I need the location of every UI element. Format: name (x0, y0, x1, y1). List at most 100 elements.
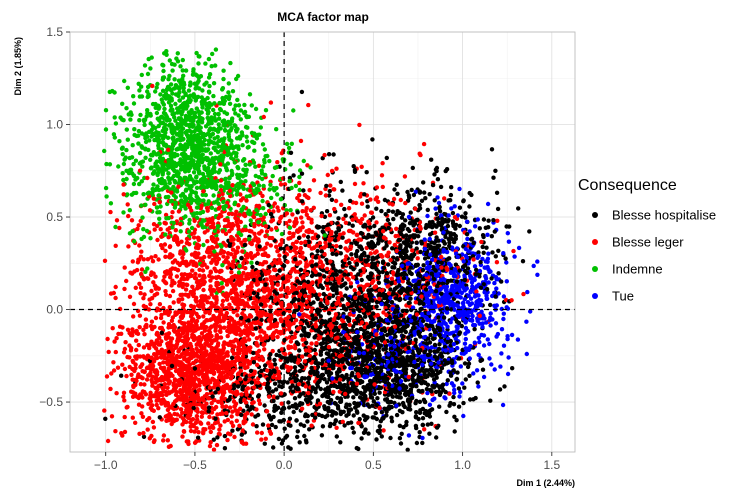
data-point (124, 373, 129, 379)
data-point (376, 280, 382, 285)
data-point (266, 423, 271, 428)
data-point (306, 215, 311, 221)
data-point (492, 229, 497, 234)
data-point (364, 170, 369, 175)
data-point (334, 166, 339, 171)
data-point (166, 77, 171, 82)
data-point (210, 51, 215, 57)
data-point (351, 430, 356, 435)
data-point (480, 367, 486, 372)
data-point (245, 139, 250, 144)
data-point (468, 397, 473, 402)
data-point (206, 199, 211, 204)
data-point (329, 197, 335, 202)
data-point (134, 190, 139, 196)
data-point (239, 412, 244, 418)
data-point (221, 68, 226, 73)
data-point (173, 195, 178, 200)
data-point (314, 406, 319, 412)
data-point (489, 362, 494, 367)
data-point (226, 90, 231, 95)
data-point (298, 138, 304, 144)
data-point (486, 280, 491, 285)
data-point (154, 137, 159, 143)
data-point (297, 368, 303, 374)
data-point (231, 107, 237, 112)
data-point (105, 438, 111, 444)
data-point (227, 405, 233, 410)
data-point (188, 424, 193, 429)
data-point (146, 401, 151, 407)
data-point (434, 211, 439, 217)
data-point (136, 128, 142, 134)
data-point (112, 135, 118, 140)
data-point (489, 234, 494, 239)
data-point (214, 275, 219, 281)
data-point (268, 304, 273, 309)
data-point (432, 230, 438, 235)
data-point (304, 212, 309, 217)
data-point (468, 296, 474, 301)
data-point (122, 414, 127, 420)
data-point (390, 246, 395, 251)
data-point (211, 447, 217, 452)
data-point (334, 252, 339, 257)
data-point (221, 254, 226, 259)
data-point (422, 399, 428, 405)
data-point (212, 136, 217, 141)
data-point (385, 217, 391, 223)
data-point (457, 186, 462, 192)
data-point (131, 181, 137, 187)
data-point (341, 231, 346, 236)
data-point (113, 429, 118, 434)
data-point (383, 212, 388, 217)
data-point (419, 198, 425, 203)
data-point (383, 397, 388, 402)
data-point (419, 306, 424, 311)
data-point (439, 354, 445, 359)
data-point (167, 73, 172, 79)
data-point (149, 288, 154, 294)
data-point (137, 168, 143, 173)
data-point (148, 236, 153, 241)
data-point (423, 196, 428, 201)
data-point (109, 414, 115, 419)
data-point (139, 72, 144, 78)
data-point (368, 197, 373, 202)
data-point (251, 214, 257, 220)
data-point (165, 358, 170, 363)
data-point (131, 301, 137, 307)
data-point (409, 187, 414, 193)
data-point (374, 304, 379, 309)
data-point (397, 436, 403, 441)
data-point (142, 332, 147, 337)
data-point (229, 168, 234, 174)
data-point (504, 305, 509, 310)
data-point (506, 239, 512, 244)
data-point (264, 229, 270, 234)
data-point (281, 322, 286, 328)
data-point (300, 220, 305, 225)
data-point (230, 221, 235, 227)
data-point (472, 327, 477, 332)
data-point (388, 287, 393, 292)
data-point (275, 192, 280, 197)
data-point (102, 258, 108, 263)
data-point (485, 201, 491, 207)
data-point (509, 332, 515, 338)
data-point (271, 445, 276, 450)
data-point (162, 274, 167, 279)
data-point (486, 218, 491, 223)
data-point (250, 400, 255, 406)
data-point (429, 421, 434, 426)
data-point (145, 427, 150, 432)
data-point (288, 248, 293, 254)
data-point (167, 180, 172, 186)
data-point (484, 245, 489, 250)
data-point (287, 218, 292, 224)
data-point (389, 419, 395, 424)
data-point (232, 434, 237, 440)
data-point (151, 408, 156, 413)
data-point (432, 172, 437, 177)
